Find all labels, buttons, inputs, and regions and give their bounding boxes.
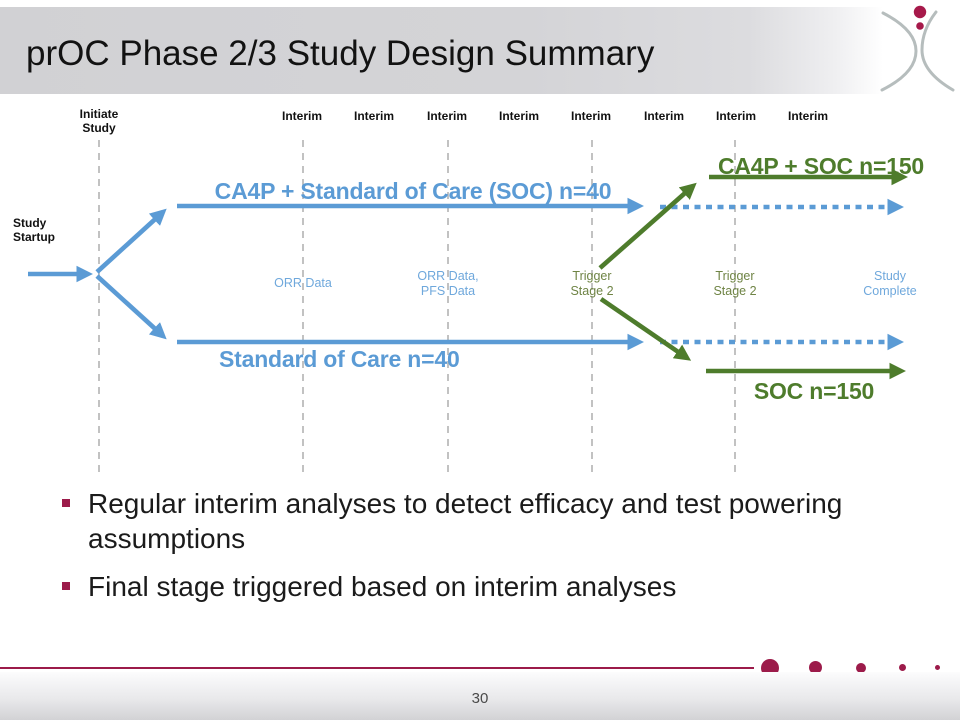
milestone-orr-pfs-data: ORR Data, PFS Data [417,269,479,299]
page-title: prOC Phase 2/3 Study Design Summary [26,34,655,73]
timeline-label-interim-1: Interim [281,109,322,123]
timeline-label-interim-4: Interim [498,109,539,123]
footer-dot [856,663,866,673]
milestone-gridlines [98,140,736,478]
study-flow-diagram [28,140,908,478]
milestone-orr-data: ORR Data [274,276,332,290]
milestone-trigger-stage2-b: Trigger Stage 2 [713,269,757,299]
timeline-label-interim-8: Interim [787,109,828,123]
page-number: 30 [471,690,489,707]
milestone-trigger-stage2-a: Trigger Stage 2 [570,269,614,299]
logo-small-dot [916,22,924,30]
arm-label-stage2-bottom: SOC n=150 [753,378,875,404]
bullet-item: Regular interim analyses to detect effic… [60,486,910,557]
bullet-square-icon [62,499,70,507]
footer-divider-line [0,667,754,669]
logo-right-arc [920,10,955,92]
bullet-text: Regular interim analyses to detect effic… [88,488,843,555]
bullet-square-icon [62,581,70,590]
stage1-arrows [28,197,644,351]
timeline-label-interim-3: Interim [426,109,467,123]
logo-large-dot [913,5,927,19]
timeline-label-interim-5: Interim [570,109,611,123]
arm-label-stage1-top: CA4P + Standard of Care (SOC) n=40 [214,178,612,204]
label-study-startup: Study Startup [13,216,55,245]
bullet-item: Final stage triggered based on interim a… [60,569,910,604]
company-logo-icon [880,5,955,92]
arm-label-stage2-top: CA4P + SOC n=150 [717,153,925,179]
logo-left-arc [880,11,918,92]
timeline-label-interim-6: Interim [643,109,684,123]
stage1-dashed-arrows [660,198,904,351]
arm-label-stage1-bottom: Standard of Care n=40 [219,346,460,372]
title-band [0,7,960,94]
bullet-text: Final stage triggered based on interim a… [88,570,677,602]
footer-dot [899,664,906,671]
footer-dot [809,661,822,674]
footer-dot [935,665,940,670]
footer-bar [0,672,960,720]
timeline-label-interim-2: Interim [353,109,394,123]
stage2-arrows [598,168,908,380]
timeline-label-initiate-study: Initiate Study [79,107,119,136]
timeline-label-interim-7: Interim [715,109,756,123]
bullet-list: Regular interim analyses to detect effic… [60,486,910,616]
milestone-study-complete: Study Complete [863,269,917,299]
